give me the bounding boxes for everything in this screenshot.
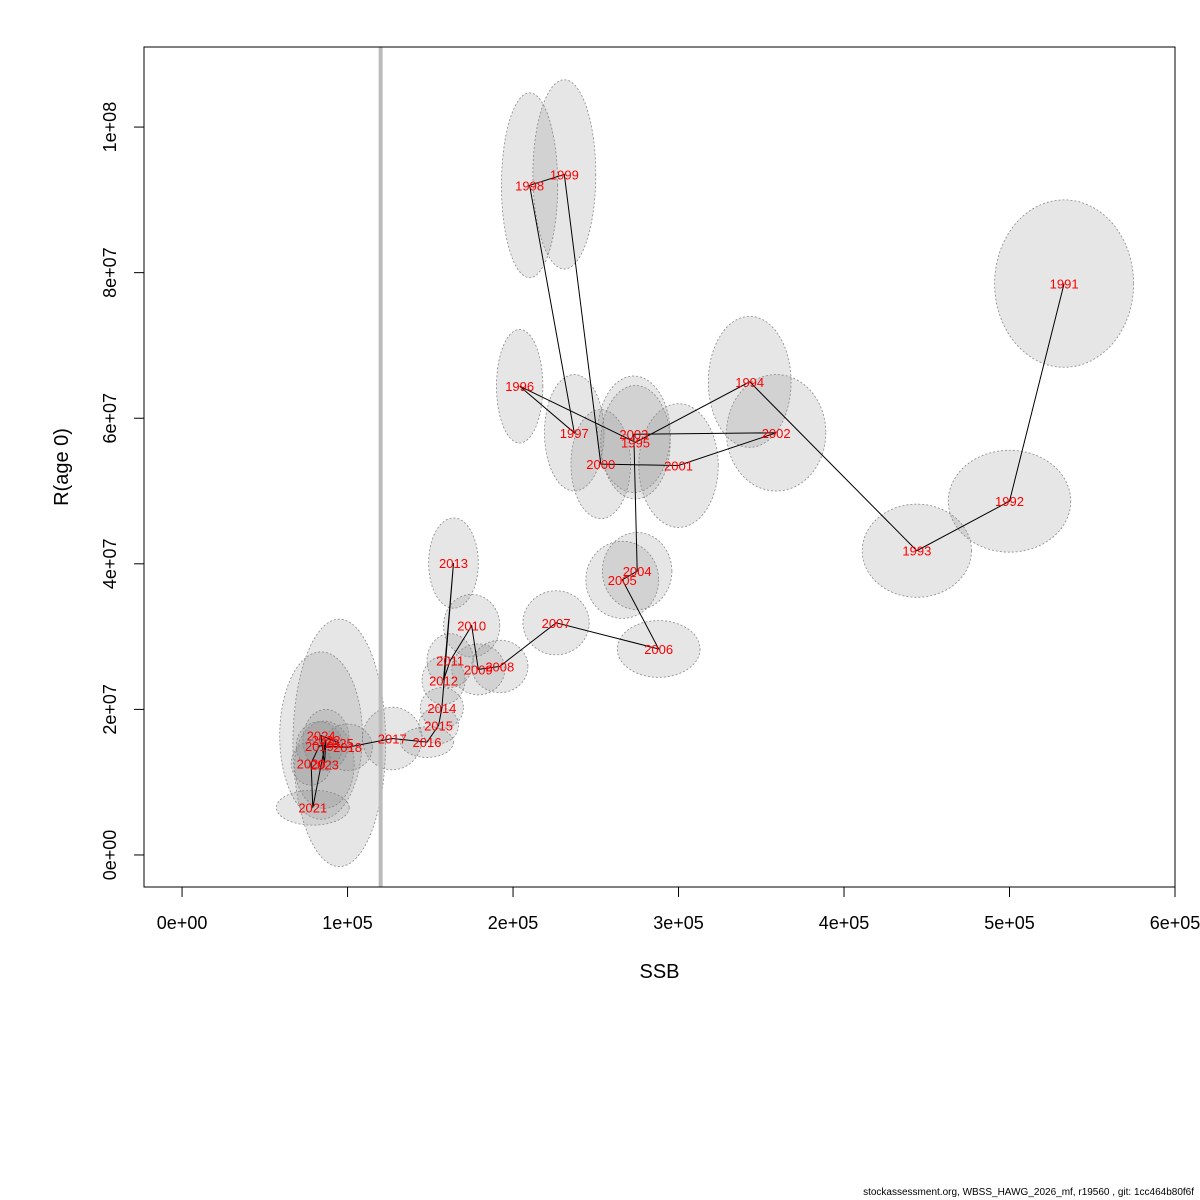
year-label-2004: 2004 bbox=[623, 564, 652, 579]
x-tick-label: 1e+05 bbox=[322, 913, 373, 933]
x-tick-label: 5e+05 bbox=[984, 913, 1035, 933]
year-label-2002: 2002 bbox=[762, 426, 791, 441]
year-label-1998: 1998 bbox=[515, 178, 544, 193]
year-labels: 1991 1992 1993 1994 1995 1996 1997 1998 1999 2000… bbox=[297, 167, 1079, 815]
year-label-1994: 1994 bbox=[735, 375, 764, 390]
year-label-2023: 2023 bbox=[310, 758, 339, 773]
ellipse-1991 bbox=[994, 199, 1135, 368]
x-axis: 0e+00 1e+05 2e+05 3e+05 4e+05 5e+05 6e+05 bbox=[157, 886, 1200, 933]
year-label-2021: 2021 bbox=[298, 801, 327, 816]
year-label-2008: 2008 bbox=[485, 659, 514, 674]
y-tick-label: 2e+07 bbox=[100, 684, 120, 735]
year-label-2000: 2000 bbox=[586, 457, 615, 472]
y-tick-label: 4e+07 bbox=[100, 539, 120, 590]
year-label-2009: 2009 bbox=[464, 662, 493, 677]
year-label-1997: 1997 bbox=[560, 426, 589, 441]
year-label-2015: 2015 bbox=[424, 718, 453, 733]
y-tick-label: 1e+08 bbox=[100, 102, 120, 153]
year-label-2010: 2010 bbox=[457, 619, 486, 634]
year-label-1995: 1995 bbox=[621, 435, 650, 450]
year-label-2019: 2019 bbox=[305, 739, 334, 754]
year-label-2001: 2001 bbox=[664, 459, 693, 474]
year-label-2003: 2003 bbox=[619, 427, 648, 442]
y-axis: 0e+00 2e+07 4e+07 6e+07 8e+07 1e+08 bbox=[100, 102, 145, 881]
y-tick-label: 6e+07 bbox=[100, 393, 120, 444]
x-tick-label: 3e+05 bbox=[653, 913, 704, 933]
year-label-2024: 2024 bbox=[307, 729, 336, 744]
year-label-1996: 1996 bbox=[505, 379, 534, 394]
year-label-2016: 2016 bbox=[413, 735, 442, 750]
year-label-2012: 2012 bbox=[429, 673, 458, 688]
year-label-2014: 2014 bbox=[427, 701, 456, 716]
year-label-2006: 2006 bbox=[644, 642, 673, 657]
year-label-2013: 2013 bbox=[439, 556, 468, 571]
x-axis-title: SSB bbox=[639, 961, 679, 983]
year-label-2007: 2007 bbox=[542, 616, 571, 631]
year-label-1991: 1991 bbox=[1050, 277, 1079, 292]
year-label-2025: 2025 bbox=[325, 736, 354, 751]
year-label-2020: 2020 bbox=[297, 756, 326, 771]
year-label-1993: 1993 bbox=[902, 544, 931, 559]
year-label-1999: 1999 bbox=[550, 167, 579, 182]
year-label-2018: 2018 bbox=[333, 740, 362, 755]
year-label-2017: 2017 bbox=[378, 732, 407, 747]
year-label-1992: 1992 bbox=[995, 494, 1024, 509]
year-label-2011: 2011 bbox=[436, 654, 464, 669]
year-label-2022: 2022 bbox=[312, 733, 341, 748]
x-tick-label: 6e+05 bbox=[1150, 913, 1200, 933]
footer-credit: stockassessment.org, WBSS_HAWG_2026_mf, … bbox=[863, 1187, 1194, 1198]
ellipse-2013 bbox=[428, 517, 479, 609]
x-tick-label: 2e+05 bbox=[488, 913, 539, 933]
trajectory-line bbox=[310, 173, 1065, 808]
y-tick-label: 0e+00 bbox=[100, 830, 120, 881]
y-tick-label: 8e+07 bbox=[100, 247, 120, 298]
x-tick-label: 4e+05 bbox=[819, 913, 870, 933]
x-tick-label: 0e+00 bbox=[157, 913, 208, 933]
y-axis-title: R(age 0) bbox=[51, 428, 73, 506]
uncertainty-ellipses bbox=[275, 79, 1135, 868]
year-label-2005: 2005 bbox=[608, 573, 637, 588]
